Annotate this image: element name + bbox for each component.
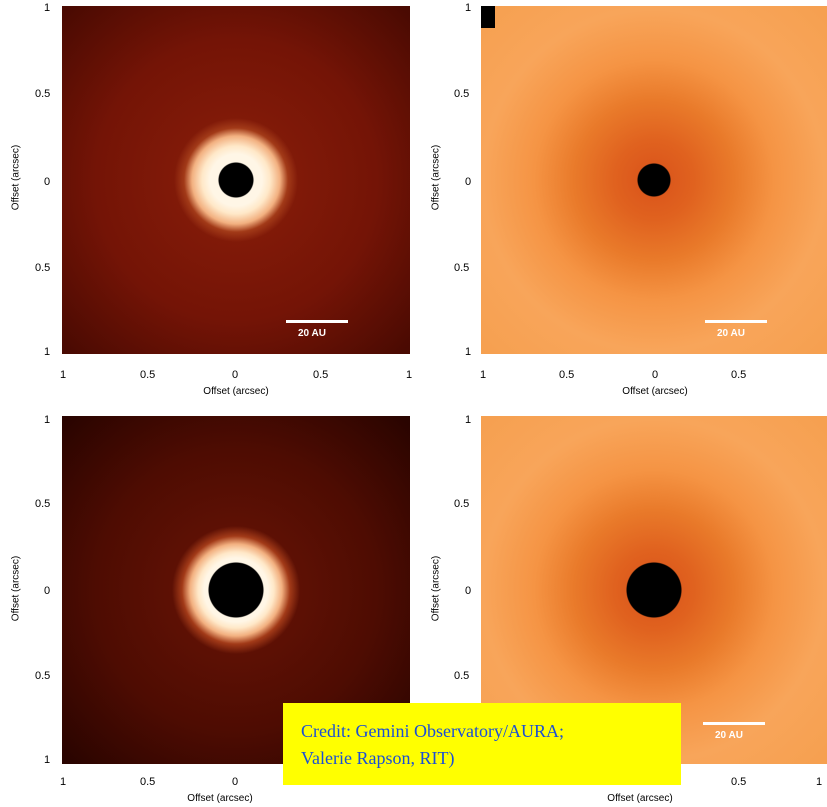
x-axis-label: Offset (arcsec) (622, 386, 688, 397)
disk-image-top-left: 20 AU (62, 6, 410, 354)
scale-label: 20 AU (298, 328, 326, 339)
x-tick: 0.5 (559, 369, 575, 381)
x-tick: 1 (816, 776, 823, 788)
scale-label: 20 AU (715, 730, 743, 741)
x-tick: 1 (480, 369, 487, 381)
y-tick: 0.5 (35, 262, 51, 274)
x-tick: 0.5 (731, 776, 747, 788)
scale-bar (703, 722, 765, 725)
y-tick: 0.5 (454, 498, 470, 510)
y-tick: 0 (44, 176, 51, 188)
x-tick: 0 (232, 369, 239, 381)
scale-label: 20 AU (717, 328, 745, 339)
x-tick: 1 (406, 369, 413, 381)
x-axis-label: Offset (arcsec) (607, 793, 673, 804)
x-tick: 1 (60, 369, 67, 381)
scale-bar (705, 320, 767, 323)
image-artifact (481, 6, 495, 28)
y-tick: 1 (465, 414, 472, 426)
credit-line-2: Valerie Rapson, RIT) (301, 748, 455, 768)
scale-bar (286, 320, 348, 323)
y-tick: 1 (465, 2, 472, 14)
disk-image-top-right: 20 AU (481, 6, 827, 354)
x-tick: 0 (232, 776, 239, 788)
y-axis-label: Offset (arcsec) (10, 555, 22, 622)
y-tick: 0.5 (454, 262, 470, 274)
y-tick: 1 (465, 346, 472, 358)
x-tick: 0.5 (313, 369, 329, 381)
y-tick: 0.5 (35, 88, 51, 100)
x-tick: 0.5 (140, 369, 156, 381)
x-axis-label: Offset (arcsec) (187, 793, 253, 804)
y-tick: 0.5 (35, 670, 51, 682)
y-tick: 0 (44, 585, 51, 597)
credit-box: Credit: Gemini Observatory/AURA; Valerie… (283, 703, 681, 785)
x-tick: 0.5 (140, 776, 156, 788)
y-tick: 1 (44, 2, 51, 14)
x-tick: 0 (652, 369, 659, 381)
y-tick: 1 (44, 414, 51, 426)
y-tick: 0 (465, 176, 472, 188)
credit-line-1: Credit: Gemini Observatory/AURA; (301, 721, 564, 741)
y-tick: 1 (44, 346, 51, 358)
y-tick: 0 (465, 585, 472, 597)
y-tick: 0.5 (454, 88, 470, 100)
x-tick: 1 (60, 776, 67, 788)
y-axis-label: Offset (arcsec) (430, 555, 442, 622)
y-axis-label: Offset (arcsec) (430, 144, 442, 211)
x-axis-label: Offset (arcsec) (203, 386, 269, 397)
y-tick: 0.5 (454, 670, 470, 682)
y-tick: 0.5 (35, 498, 51, 510)
y-axis-label: Offset (arcsec) (10, 144, 22, 211)
x-tick: 0.5 (731, 369, 747, 381)
y-tick: 1 (44, 754, 51, 766)
